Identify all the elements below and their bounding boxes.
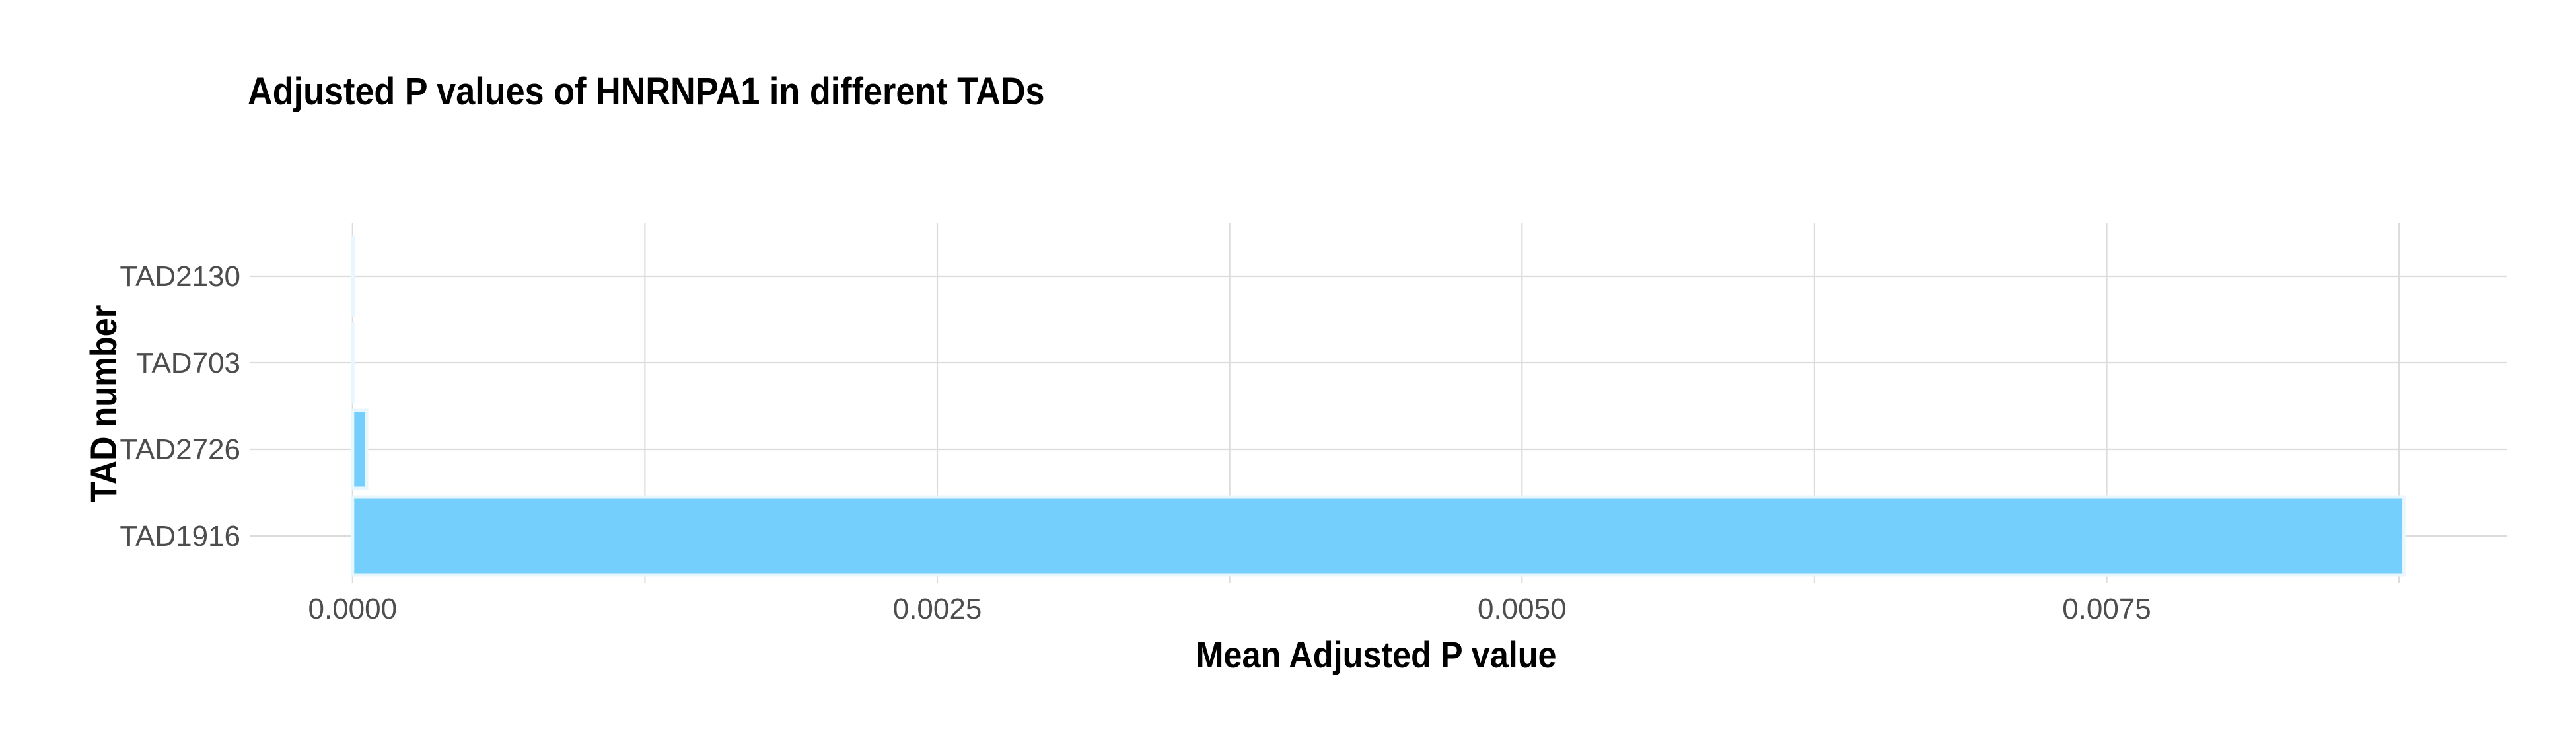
x-tick-label: 0.0050 xyxy=(1478,593,1567,625)
y-axis-title: TAD number xyxy=(84,305,125,503)
x-axis-title: Mean Adjusted P value xyxy=(1196,635,1556,676)
x-tick-label: 0.0000 xyxy=(308,593,398,625)
y-tick-label: TAD1916 xyxy=(120,520,240,552)
chart-title: Adjusted P values of HNRNPA1 in differen… xyxy=(248,70,1045,113)
y-tick-labels: TAD2130 TAD703 TAD2726 TAD1916 xyxy=(120,260,240,552)
y-tick-label: TAD2726 xyxy=(120,433,240,466)
x-tick-label: 0.0075 xyxy=(2062,593,2151,625)
bars xyxy=(351,235,2406,577)
bar-tad2726 xyxy=(351,408,369,490)
x-tick-labels: 0.0000 0.0025 0.0050 0.0075 xyxy=(308,593,2151,625)
y-tick-label: TAD2130 xyxy=(120,260,240,293)
y-tick-label: TAD703 xyxy=(136,347,240,379)
bar-tad1916 xyxy=(351,495,2406,577)
x-tick-label: 0.0025 xyxy=(893,593,982,625)
